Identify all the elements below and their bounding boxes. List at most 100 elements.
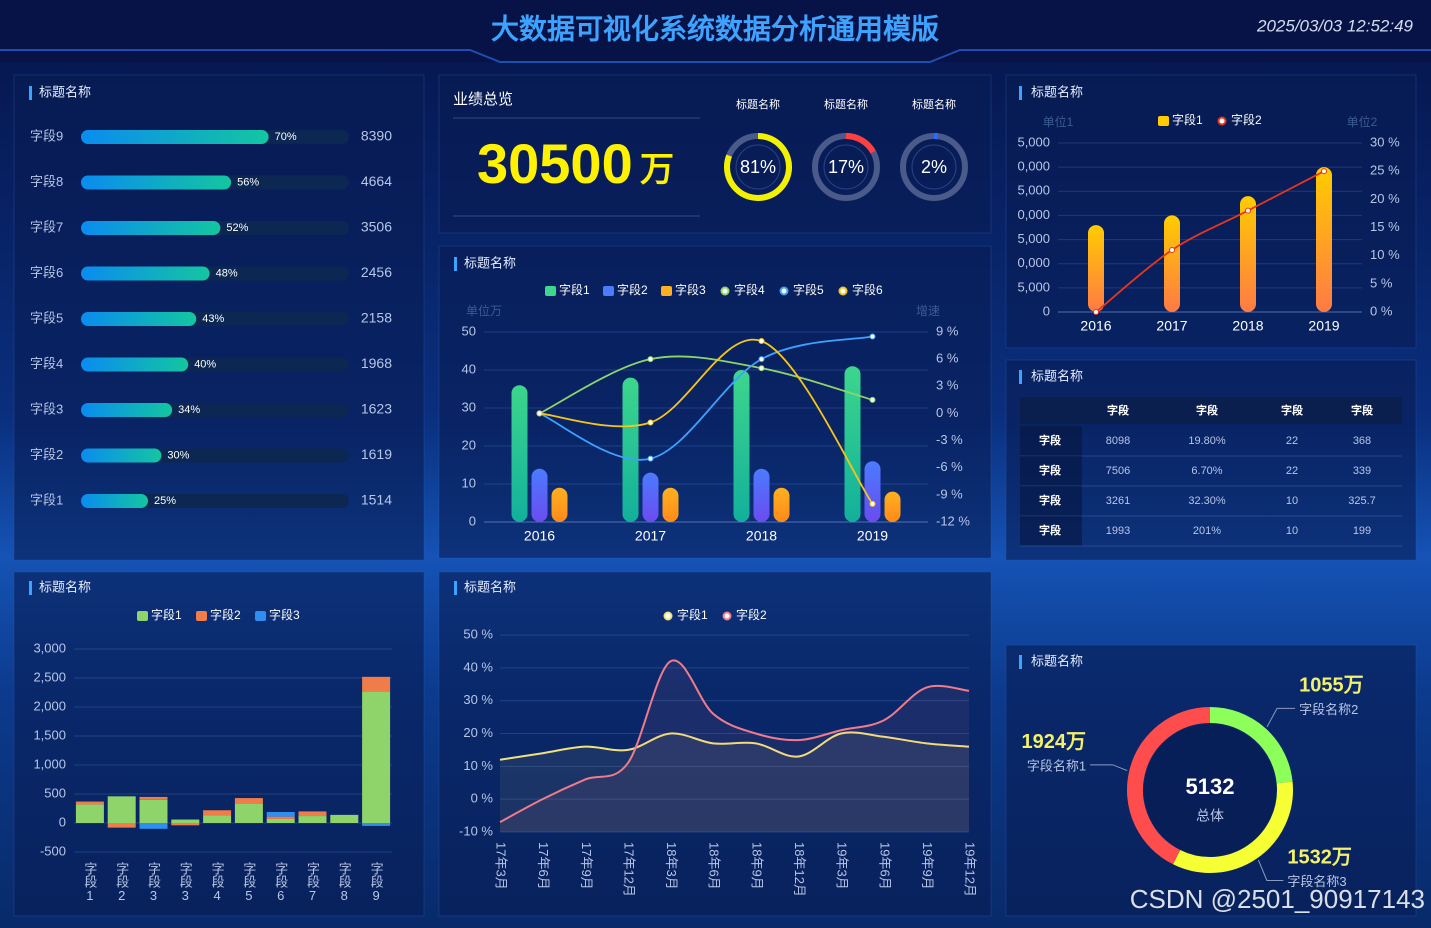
bar (773, 487, 790, 522)
bar (662, 487, 679, 522)
y-tick-label: 3,000 (33, 640, 66, 655)
donut-value-label: 1924万 (1022, 731, 1087, 753)
bar (844, 366, 861, 522)
area (500, 660, 969, 832)
y-tick-label: 10,000 (1010, 255, 1050, 270)
datetime: 2025/03/03 12:52:49 (1256, 16, 1414, 35)
point (647, 455, 654, 462)
x-tick-label: 字段6 (273, 862, 288, 903)
legend-swatch (779, 286, 789, 296)
bar (81, 403, 173, 417)
bar-label: 字段7 (30, 219, 63, 234)
bar-label: 字段2 (30, 447, 63, 462)
leader-line (1090, 764, 1128, 772)
y-tick-label: 0 % (1370, 303, 1393, 318)
bar (81, 175, 232, 190)
bar (330, 814, 359, 823)
bar (298, 816, 327, 823)
legend-swatch (1217, 116, 1227, 126)
panel-title: 标题名称 (464, 255, 516, 270)
bar (81, 221, 221, 235)
donut-category: 字段名称2 (1299, 702, 1358, 717)
point (869, 396, 876, 403)
bar-label: 字段9 (30, 128, 63, 143)
legend-label: 字段1 (151, 607, 182, 622)
donut-value-label: 1055万 (1299, 675, 1364, 697)
x-tick-label: 18年6月 (707, 842, 722, 890)
leader-line (1266, 707, 1296, 728)
total-label: 1514 (361, 492, 392, 508)
y-tick-label: 30 % (463, 692, 493, 707)
gauge-title: 标题名称 (824, 97, 868, 111)
x-tick-label: 2016 (1080, 318, 1111, 334)
area (500, 732, 969, 832)
line (539, 338, 874, 505)
x-tick-label: 2017 (635, 528, 666, 544)
x-tick-label: 字段7 (305, 862, 320, 903)
bar-label: 字段3 (30, 401, 63, 416)
bar (551, 487, 568, 522)
point (536, 410, 543, 417)
bar (139, 799, 168, 823)
x-tick-label: 19年3月 (835, 842, 850, 890)
table-cell: 22 (1286, 435, 1298, 447)
x-tick-label: 字段3 (178, 862, 193, 903)
y-tick-label: 40 % (463, 659, 493, 674)
table-cell: 6.70% (1191, 465, 1222, 477)
y-tick-label: -12 % (936, 513, 970, 528)
bar-label: 字段5 (30, 310, 63, 325)
y-tick-label: -10 % (459, 823, 493, 838)
table-cell: 字段 (1039, 493, 1061, 507)
total-label: 1968 (361, 355, 392, 371)
y-axis-label: 单位万 (466, 303, 502, 318)
y-tick-label: 0 (469, 513, 476, 528)
y-tick-label: 500 (44, 785, 66, 800)
legend-swatch (196, 611, 207, 621)
donut-category: 字段名称3 (1287, 874, 1346, 889)
panel-title: 标题名称 (39, 579, 91, 594)
bar (171, 819, 200, 823)
y-tick-label: -9 % (936, 486, 963, 501)
y-tick-label: 50 (462, 323, 476, 338)
table-cell: 22 (1286, 465, 1298, 477)
legend-swatch (661, 286, 672, 296)
x-tick-label: 字段8 (337, 862, 352, 903)
point (1169, 247, 1175, 254)
table-row-head-bg (1020, 456, 1082, 486)
title-mark (454, 581, 457, 595)
line (499, 659, 970, 824)
table-row-head-bg (1020, 516, 1082, 546)
panel-title: 标题名称 (1031, 368, 1083, 383)
y-tick-label: 20 % (463, 725, 493, 740)
bar (642, 472, 659, 522)
y2-axis-label: 增速 (916, 304, 940, 318)
bar (81, 130, 269, 144)
legend-label: 字段3 (675, 282, 706, 297)
x-tick-label: 字段9 (369, 862, 384, 903)
panel (1005, 74, 1417, 349)
bar (511, 385, 528, 522)
legend-swatch (722, 611, 732, 621)
page-title: 大数据可视化系统数据分析通用模版 (491, 12, 939, 44)
table-cell: 10 (1286, 525, 1298, 537)
bar (1088, 225, 1104, 312)
legend-label: 字段4 (734, 282, 765, 297)
panel-title: 业绩总览 (453, 91, 513, 108)
bar (266, 811, 295, 817)
gauge-arc (724, 133, 792, 201)
x-tick-label: 字段4 (210, 862, 225, 903)
y-tick-label: 10 (462, 475, 476, 490)
y-tick-label: 9 % (936, 323, 959, 338)
table-cell: 7506 (1106, 465, 1130, 477)
table-header: 字段 (1281, 403, 1303, 417)
bar (81, 266, 210, 281)
table-cell: 19.80% (1188, 435, 1226, 447)
table-cell: 8098 (1106, 435, 1130, 447)
bar (884, 491, 901, 522)
panel-title: 标题名称 (464, 579, 516, 594)
bar (107, 823, 136, 828)
x-tick-label: 18年12月 (792, 842, 807, 897)
gauge-label: 2% (921, 157, 947, 177)
y-tick-label: 5,000 (1017, 279, 1050, 294)
